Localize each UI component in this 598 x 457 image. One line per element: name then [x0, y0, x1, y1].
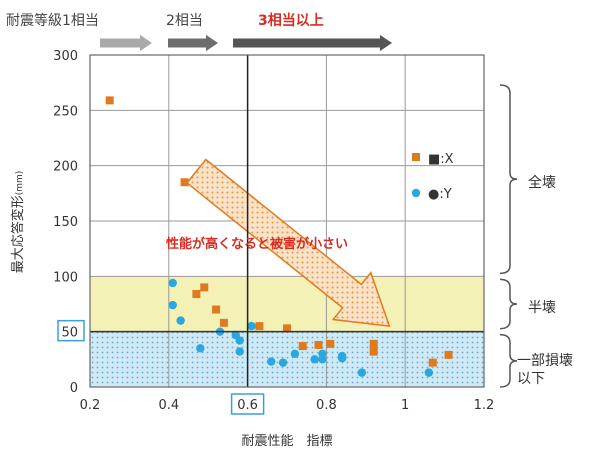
zone-brace [499, 333, 518, 388]
data-point-x [283, 324, 291, 333]
zone-label-partial: 一部損壊 以下 [517, 353, 577, 387]
zone-brace [499, 278, 518, 330]
zone-brace [499, 84, 518, 275]
data-point-y [318, 349, 327, 358]
x-tick-label: 1 [401, 398, 409, 413]
legend-marker-y [411, 188, 421, 198]
x-axis-title: 耐震性能 指標 [241, 434, 332, 449]
data-point-x [369, 339, 378, 348]
data-point-x [369, 347, 378, 356]
plot-frame [89, 54, 485, 388]
y-tick-label: 250 [53, 104, 78, 119]
data-point-x [255, 322, 264, 331]
legend-entry-y: ●:Y [428, 187, 452, 202]
data-point-x [180, 178, 189, 187]
data-point-y [267, 357, 276, 366]
data-point-x [314, 340, 323, 349]
data-point-x [326, 339, 335, 348]
y-axis-title-text: 最大応答変形 [10, 195, 26, 273]
data-point-y [247, 321, 256, 331]
y-tick-highlight-box [57, 319, 85, 342]
zone-label-full: 全壊 [528, 174, 556, 191]
y-tick-label: 100 [53, 270, 78, 285]
data-point-x [298, 342, 307, 351]
data-point-x [428, 358, 437, 367]
grade-label-2: 2相当 [166, 13, 203, 29]
grade-label-3: 3相当以上 [258, 12, 324, 29]
grade-arrows [100, 34, 392, 52]
data-point-y [278, 358, 288, 367]
y-axis-title: 最大応答変形(mm) [10, 171, 26, 274]
y-tick-label: 150 [53, 215, 78, 230]
data-point-y [168, 278, 177, 288]
data-point-y [196, 344, 205, 353]
x-tick-label: 0.8 [316, 398, 337, 413]
annotation-text: 性能が高くなると被害が小さい [166, 236, 348, 252]
svg-text:最大応答変形(mm): 最大応答変形(mm) [10, 171, 26, 274]
y-axis-unit: (mm) [15, 171, 25, 196]
trend-arrow-icon [185, 158, 391, 327]
x-tick-highlight-box [230, 393, 265, 415]
grade-arrow-icon [100, 34, 152, 52]
grade-arrow-icon [233, 34, 392, 52]
legend-marker-x [412, 153, 420, 161]
data-point-y [290, 349, 300, 358]
data-point-x [200, 283, 209, 292]
data-point-x [105, 96, 114, 105]
data-point-y [310, 355, 319, 364]
data-point-y [235, 347, 244, 356]
y-tick-label: 300 [53, 49, 78, 64]
x-tick-label: 0.4 [158, 398, 179, 413]
legend-entry-x: ■:X [428, 152, 454, 167]
x-tick-label: 1.2 [474, 398, 495, 413]
grade-arrow-icon [168, 34, 218, 52]
data-point-x [192, 290, 201, 299]
data-point-x [444, 350, 453, 359]
x-tick-label: 0.6 [237, 398, 258, 413]
data-point-y [235, 336, 244, 345]
y-tick-label: 200 [53, 160, 78, 175]
data-point-y [424, 368, 434, 377]
grade-label-1: 耐震等級1相当 [6, 12, 99, 29]
y-tick-label: 50 [61, 326, 78, 341]
data-point-x [212, 305, 221, 314]
zone-braces [499, 84, 518, 388]
data-point-x [219, 318, 228, 327]
data-point-y [176, 316, 185, 325]
data-point-y [337, 351, 347, 361]
data-points [105, 96, 453, 377]
data-point-y [168, 300, 177, 310]
y-tick-label: 0 [70, 381, 78, 396]
axes: 0 50 100 150 200 250 300 0.2 0.4 0.6 0.8 1 1.2 [53, 49, 495, 415]
zone-label-half: 半壊 [528, 300, 556, 316]
half-collapse-zone [90, 276, 484, 332]
partial-damage-zone [90, 331, 484, 387]
x-tick-label: 0.2 [80, 398, 101, 413]
data-point-y [357, 368, 367, 377]
legend: ■:X ●:Y [428, 152, 454, 202]
